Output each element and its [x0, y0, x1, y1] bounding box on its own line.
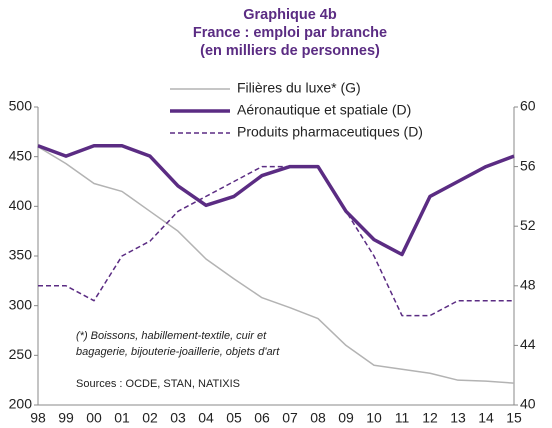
series-line: [37, 143, 515, 257]
y-tick-label: 300: [9, 296, 33, 312]
y2-tick-label: 44: [520, 336, 536, 352]
annotation: (*) Boissons, habillement-textile, cuir …: [76, 330, 267, 342]
x-tick-label: 15: [506, 410, 522, 426]
x-tick-label: 07: [282, 410, 298, 426]
x-tick-label: 98: [30, 410, 46, 426]
x-tick-label: 05: [226, 410, 242, 426]
x-tick-label: 03: [170, 410, 186, 426]
x-tick-label: 12: [422, 410, 438, 426]
y2-tick-label: 60: [520, 98, 536, 114]
y-tick-label: 200: [9, 396, 33, 412]
chart-title: Graphique 4b: [243, 7, 337, 23]
x-tick-label: 01: [114, 410, 130, 426]
y-tick-label: 500: [9, 98, 33, 114]
y-tick-label: 400: [9, 197, 33, 213]
chart-subtitle: France : emploi par branche: [193, 25, 387, 41]
x-tick-label: 04: [198, 410, 214, 426]
x-tick-label: 08: [310, 410, 326, 426]
x-tick-label: 11: [395, 410, 410, 426]
x-tick-label: 13: [450, 410, 466, 426]
y2-tick-label: 40: [520, 396, 536, 412]
x-tick-label: 14: [478, 410, 494, 426]
chart-subtitle: (en milliers de personnes): [200, 43, 380, 59]
y2-tick-label: 48: [520, 277, 536, 293]
x-tick-label: 06: [254, 410, 270, 426]
y2-tick-label: 56: [520, 157, 536, 173]
y-tick-label: 350: [9, 247, 33, 263]
series-line: [37, 146, 515, 384]
y-tick-label: 250: [9, 346, 33, 362]
annotation: bagagerie, bijouterie-joaillerie, objets…: [76, 346, 280, 358]
y2-tick-label: 52: [520, 217, 536, 233]
legend-label: Filières du luxe* (G): [237, 80, 361, 96]
y-tick-label: 450: [9, 147, 33, 163]
x-tick-label: 00: [86, 410, 102, 426]
x-tick-label: 99: [58, 410, 74, 426]
legend-label: Produits pharmaceutiques (D): [237, 124, 423, 140]
x-tick-label: 10: [366, 410, 382, 426]
x-tick-label: 02: [142, 410, 158, 426]
x-tick-label: 09: [338, 410, 354, 426]
annotation: Sources : OCDE, STAN, NATIXIS: [76, 378, 240, 390]
series-line: [38, 165, 514, 317]
legend-label: Aéronautique et spatiale (D): [237, 102, 411, 118]
